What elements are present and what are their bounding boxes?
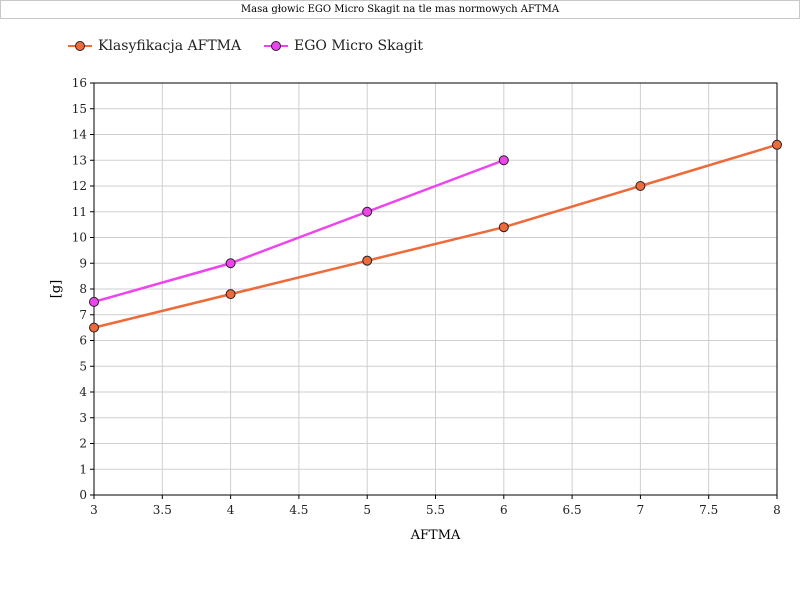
x-tick-label: 7: [637, 503, 645, 517]
legend-swatch-aftma: [68, 41, 92, 51]
series-line-0: [93, 143, 778, 329]
y-tick-label: 11: [72, 205, 87, 219]
data-point: [772, 139, 782, 150]
y-tick-label: 2: [79, 437, 87, 451]
data-point: [362, 206, 373, 217]
y-tick-label: 0: [79, 488, 87, 502]
data-point: [635, 181, 646, 191]
data-point: [89, 296, 99, 307]
x-axis: 3 3.5 4 4.5 5 5.5 6 6.5 7 7.5 8: [90, 495, 781, 517]
data-point: [225, 289, 236, 300]
y-tick-label: 16: [72, 76, 87, 90]
data-point: [89, 322, 99, 333]
x-tick-label: 7.5: [699, 503, 718, 517]
y-axis-label: [g]: [49, 280, 64, 298]
legend-swatch-ego: [264, 41, 288, 51]
legend-label-aftma: Klasyfikacja AFTMA: [98, 38, 242, 54]
x-tick-label: 6: [500, 503, 508, 517]
grid: [93, 82, 778, 496]
y-tick-label: 9: [79, 256, 87, 270]
y-tick-label: 8: [79, 282, 87, 296]
x-tick-label: 6.5: [563, 503, 582, 517]
series-group: [89, 139, 782, 333]
y-tick-label: 7: [79, 308, 87, 322]
y-tick-label: 15: [72, 102, 87, 116]
y-tick-label: 5: [79, 359, 87, 373]
x-axis-label: AFTMA: [410, 528, 461, 543]
data-point: [498, 155, 509, 166]
x-tick-label: 5.5: [426, 503, 445, 517]
x-tick-label: 4.5: [289, 503, 308, 517]
y-tick-label: 4: [79, 385, 87, 399]
y-tick-label: 6: [79, 334, 87, 348]
data-point: [225, 258, 236, 269]
legend-label-ego: EGO Micro Skagit: [294, 38, 424, 54]
y-tick-label: 3: [79, 411, 87, 425]
y-tick-label: 14: [72, 128, 88, 142]
x-tick-label: 3: [90, 503, 98, 517]
y-tick-label: 12: [72, 179, 87, 193]
series-line-1: [93, 159, 505, 304]
data-point: [362, 255, 373, 266]
x-tick-label: 5: [363, 503, 371, 517]
data-point: [498, 222, 509, 233]
x-tick-label: 4: [227, 503, 235, 517]
y-tick-label: 13: [72, 153, 87, 167]
x-tick-label: 3.5: [153, 503, 172, 517]
x-tick-label: 8: [773, 503, 781, 517]
y-tick-label: 1: [79, 462, 87, 476]
y-tick-label: 10: [72, 231, 87, 245]
